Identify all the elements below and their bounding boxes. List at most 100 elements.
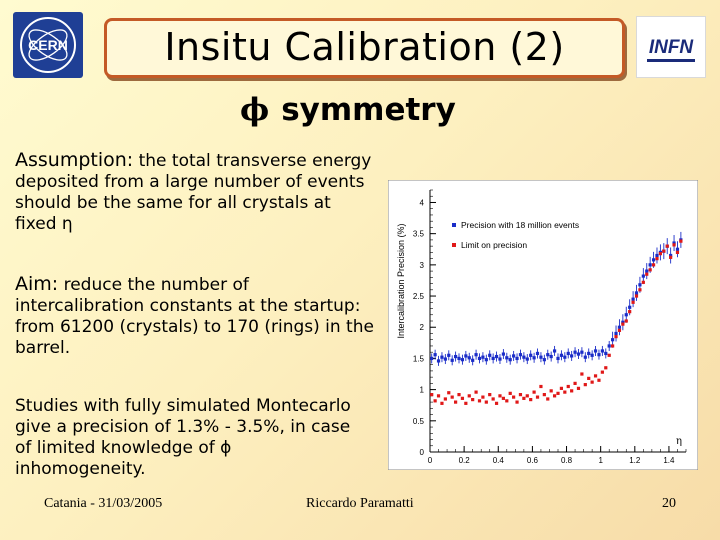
data-point-red <box>593 374 598 378</box>
cern-logo: CERN <box>13 12 83 78</box>
data-point-blue <box>436 359 441 363</box>
data-point-blue <box>481 355 485 359</box>
data-point-red <box>454 400 458 404</box>
x-tick-label: 0.4 <box>493 456 505 465</box>
data-point-red <box>512 395 516 399</box>
legend-marker <box>452 223 456 227</box>
data-point-blue <box>624 313 628 317</box>
data-point-blue <box>535 351 540 356</box>
data-point-blue <box>638 283 642 287</box>
data-point-red <box>525 394 529 398</box>
data-point-red <box>443 397 447 401</box>
data-point-blue <box>488 353 492 357</box>
data-point-blue <box>515 356 519 361</box>
data-point-red <box>522 396 526 400</box>
y-tick-label: 3 <box>420 261 425 270</box>
y-axis-title: Intercalibration Precision (%) <box>396 223 406 338</box>
data-point-blue <box>600 349 604 353</box>
data-point-red <box>590 380 594 384</box>
data-point-red <box>515 400 519 404</box>
data-point-red <box>450 395 454 399</box>
data-point-blue <box>433 353 437 357</box>
data-point-red <box>549 389 553 393</box>
cern-logo-text: CERN <box>28 37 68 53</box>
data-point-red <box>484 400 488 404</box>
data-point-red <box>494 401 499 405</box>
data-point-red <box>457 393 461 397</box>
infn-logo-text: INFN <box>649 37 695 58</box>
data-point-red <box>460 396 465 400</box>
data-point-blue <box>675 247 680 251</box>
data-point-blue <box>477 356 482 361</box>
data-point-blue <box>491 356 495 361</box>
data-point-blue <box>672 241 676 245</box>
data-point-blue <box>457 356 461 361</box>
data-point-red <box>532 390 536 394</box>
data-point-red <box>580 372 584 376</box>
data-point-blue <box>460 358 465 362</box>
slide-title: Insitu Calibration (2) <box>164 25 565 69</box>
legend-label: Limit on precision <box>461 240 527 250</box>
data-point-red <box>675 250 680 254</box>
data-point-red <box>498 394 502 398</box>
data-point-red <box>597 378 601 382</box>
aim-paragraph: Aim: reduce the number of intercalibrati… <box>15 274 375 359</box>
data-point-blue <box>464 354 468 358</box>
data-point-red <box>467 394 471 398</box>
phi-symbol: ϕ <box>240 92 270 128</box>
data-point-red <box>614 334 618 339</box>
data-point-red <box>491 397 495 401</box>
data-point-blue <box>607 344 611 348</box>
data-point-blue <box>621 320 625 324</box>
data-point-red <box>658 252 662 256</box>
data-point-red <box>587 376 591 380</box>
data-point-blue <box>628 305 632 309</box>
data-point-blue <box>566 351 570 356</box>
data-point-red <box>433 399 437 403</box>
data-point-blue <box>494 354 499 359</box>
data-point-red <box>573 381 577 385</box>
data-point-blue <box>450 358 454 362</box>
data-point-blue <box>443 357 447 361</box>
data-point-red <box>535 395 540 399</box>
data-point-red <box>505 399 509 403</box>
data-point-red <box>634 294 639 298</box>
y-tick-label: 1 <box>420 386 425 395</box>
data-point-red <box>471 398 475 402</box>
data-point-red <box>552 394 557 398</box>
data-point-blue <box>570 354 574 358</box>
y-tick-label: 4 <box>420 198 425 207</box>
data-point-blue <box>512 354 516 358</box>
data-point-red <box>440 401 444 405</box>
data-point-red <box>641 280 645 284</box>
y-tick-label: 1.5 <box>413 354 425 363</box>
data-point-blue <box>617 325 622 329</box>
data-point-blue <box>467 356 471 360</box>
data-point-red <box>651 263 656 267</box>
data-point-blue <box>430 356 434 361</box>
data-point-red <box>631 300 635 304</box>
x-tick-label: 1.2 <box>629 456 641 465</box>
data-point-blue <box>631 297 635 301</box>
data-point-blue <box>501 352 505 356</box>
data-point-red <box>518 393 523 397</box>
data-point-red <box>474 390 478 394</box>
data-point-red <box>436 394 441 398</box>
data-point-red <box>576 386 581 390</box>
aim-lead: Aim: <box>15 273 59 295</box>
y-tick-label: 2.5 <box>413 292 425 301</box>
data-point-red <box>679 239 683 243</box>
data-point-blue <box>505 356 509 360</box>
data-point-red <box>638 288 642 292</box>
data-point-blue <box>593 349 598 353</box>
data-point-red <box>501 396 505 400</box>
data-point-blue <box>651 258 656 262</box>
data-point-blue <box>634 291 639 295</box>
data-point-blue <box>546 353 550 357</box>
footer-author: Riccardo Paramatti <box>306 496 414 511</box>
x-tick-label: 1.4 <box>663 456 675 465</box>
data-point-blue <box>484 358 488 362</box>
data-point-blue <box>532 356 536 360</box>
data-point-red <box>604 366 608 370</box>
data-point-red <box>607 353 611 357</box>
